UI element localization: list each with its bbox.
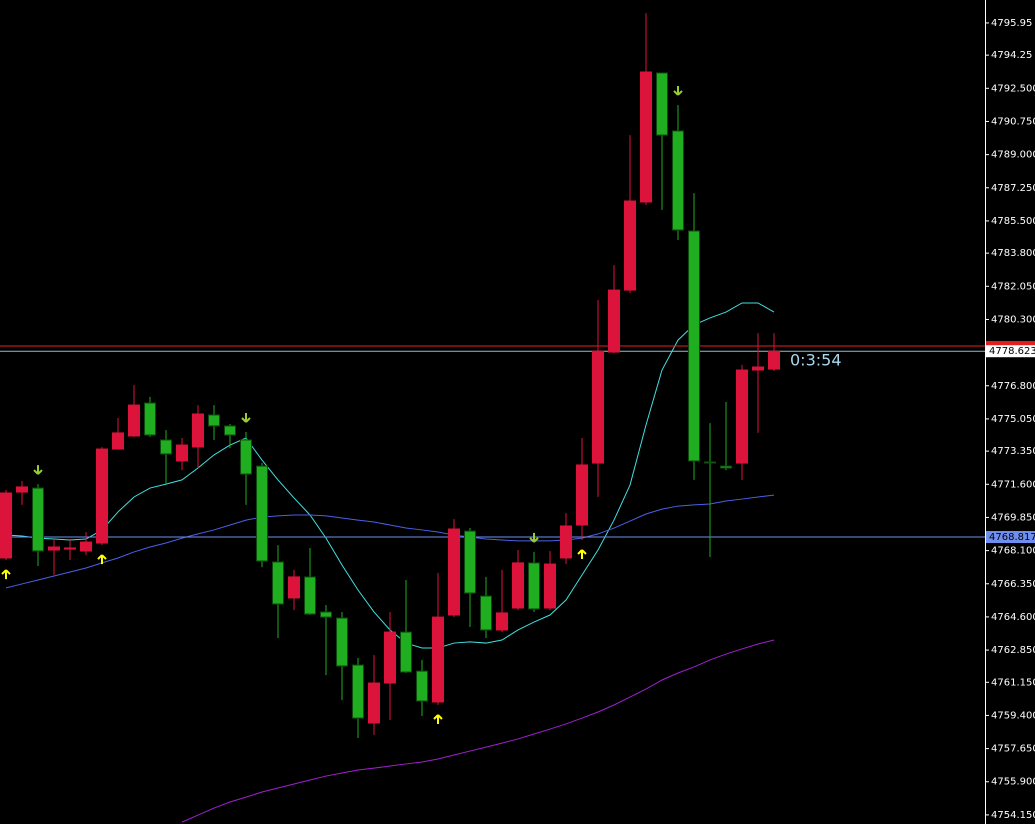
down-arrow: [529, 532, 539, 543]
candle-body: [768, 350, 780, 370]
candle-body: [640, 71, 652, 203]
down-arrow: [241, 412, 251, 423]
candle-body: [496, 612, 508, 631]
y-tick-label: 4764.600: [991, 612, 1035, 623]
level-label: 4768.817: [989, 532, 1035, 543]
candle-body: [160, 439, 172, 455]
candle-body: [368, 682, 380, 724]
candle-body: [512, 562, 524, 609]
candle-body: [576, 464, 588, 526]
candle-body: [0, 492, 12, 559]
y-tick-label: 4785.500: [991, 216, 1035, 227]
candle-body: [32, 487, 44, 552]
y-tick-label: 4771.600: [991, 479, 1035, 490]
y-tick-label: 4773.350: [991, 446, 1035, 457]
candle-body: [432, 616, 444, 703]
candle-body: [224, 425, 236, 436]
ask-label-box: [986, 340, 1035, 349]
candle-body: [608, 289, 620, 353]
candle-body: [48, 546, 60, 551]
candle-body: [16, 486, 28, 493]
candle-body: [64, 547, 76, 550]
y-tick-label: 4766.350: [991, 579, 1035, 590]
down-arrow: [33, 465, 43, 475]
candle-body: [416, 670, 428, 702]
up-arrow: [1, 569, 11, 580]
candle-body: [176, 444, 188, 462]
candle-body: [240, 439, 252, 475]
bid-label: 4778.623: [989, 346, 1035, 357]
candle-body: [448, 528, 460, 616]
candle-body: [256, 465, 268, 562]
up-arrow: [97, 554, 107, 565]
candle-body: [128, 404, 140, 437]
y-tick-label: 4794.25: [991, 50, 1032, 61]
candle-body: [272, 561, 284, 605]
candle-body: [384, 631, 396, 684]
candle-body: [304, 576, 316, 615]
candle-body: [560, 525, 572, 559]
y-tick-label: 4757.650: [991, 744, 1035, 755]
y-tick-label: 4787.250: [991, 183, 1035, 194]
y-tick-label: 4783.800: [991, 248, 1035, 259]
candle-body: [480, 595, 492, 631]
down-arrow: [673, 85, 683, 96]
candle-body: [752, 366, 764, 371]
y-tick-label: 4759.400: [991, 710, 1035, 721]
y-tick-label: 4776.800: [991, 381, 1035, 392]
candle-body: [672, 130, 684, 231]
candle-body: [656, 72, 668, 136]
up-arrow: [577, 549, 587, 559]
level-label-box: [986, 531, 1035, 544]
candle-body: [400, 631, 412, 673]
moving-average: [181, 639, 775, 823]
candle-body: [192, 413, 204, 448]
y-tick-label: 4775.050: [991, 414, 1035, 425]
y-tick-label: 4762.850: [991, 645, 1035, 656]
y-tick-label: 4789.000: [991, 150, 1035, 161]
candle-body: [80, 541, 92, 552]
candle-body: [688, 230, 700, 462]
y-tick-label: 4755.900: [991, 777, 1035, 788]
candle-body: [320, 611, 332, 618]
up-arrow: [433, 714, 443, 725]
bar-timer: 0:3:54: [790, 351, 842, 370]
moving-average: [5, 494, 775, 589]
candle-body: [720, 465, 732, 469]
candle-body: [288, 576, 300, 599]
y-tick-label: 4769.850: [991, 512, 1035, 523]
y-tick-label: 4795.95: [991, 18, 1032, 29]
candle-body: [592, 350, 604, 464]
bid-label-box: [986, 345, 1035, 358]
candle-body: [352, 664, 364, 719]
candle-body: [624, 200, 636, 291]
y-tick-label: 4790.750: [991, 116, 1035, 127]
candle-body: [544, 563, 556, 609]
y-tick-label: 4761.150: [991, 677, 1035, 688]
candle-body: [144, 402, 156, 436]
y-tick-label: 4768.100: [991, 546, 1035, 557]
candle-body: [336, 617, 348, 667]
candle-body: [112, 432, 124, 450]
candle-body: [464, 530, 476, 594]
candle-body: [736, 369, 748, 464]
y-tick-label: 4792.500: [991, 83, 1035, 94]
candle-body: [704, 461, 716, 464]
candle-body: [96, 448, 108, 544]
y-tick-label: 4782.050: [991, 281, 1035, 292]
candle-body: [208, 414, 220, 427]
y-tick-label: 4754.150: [991, 810, 1035, 821]
candle-body: [528, 562, 540, 610]
y-tick-label: 4780.300: [991, 314, 1035, 325]
